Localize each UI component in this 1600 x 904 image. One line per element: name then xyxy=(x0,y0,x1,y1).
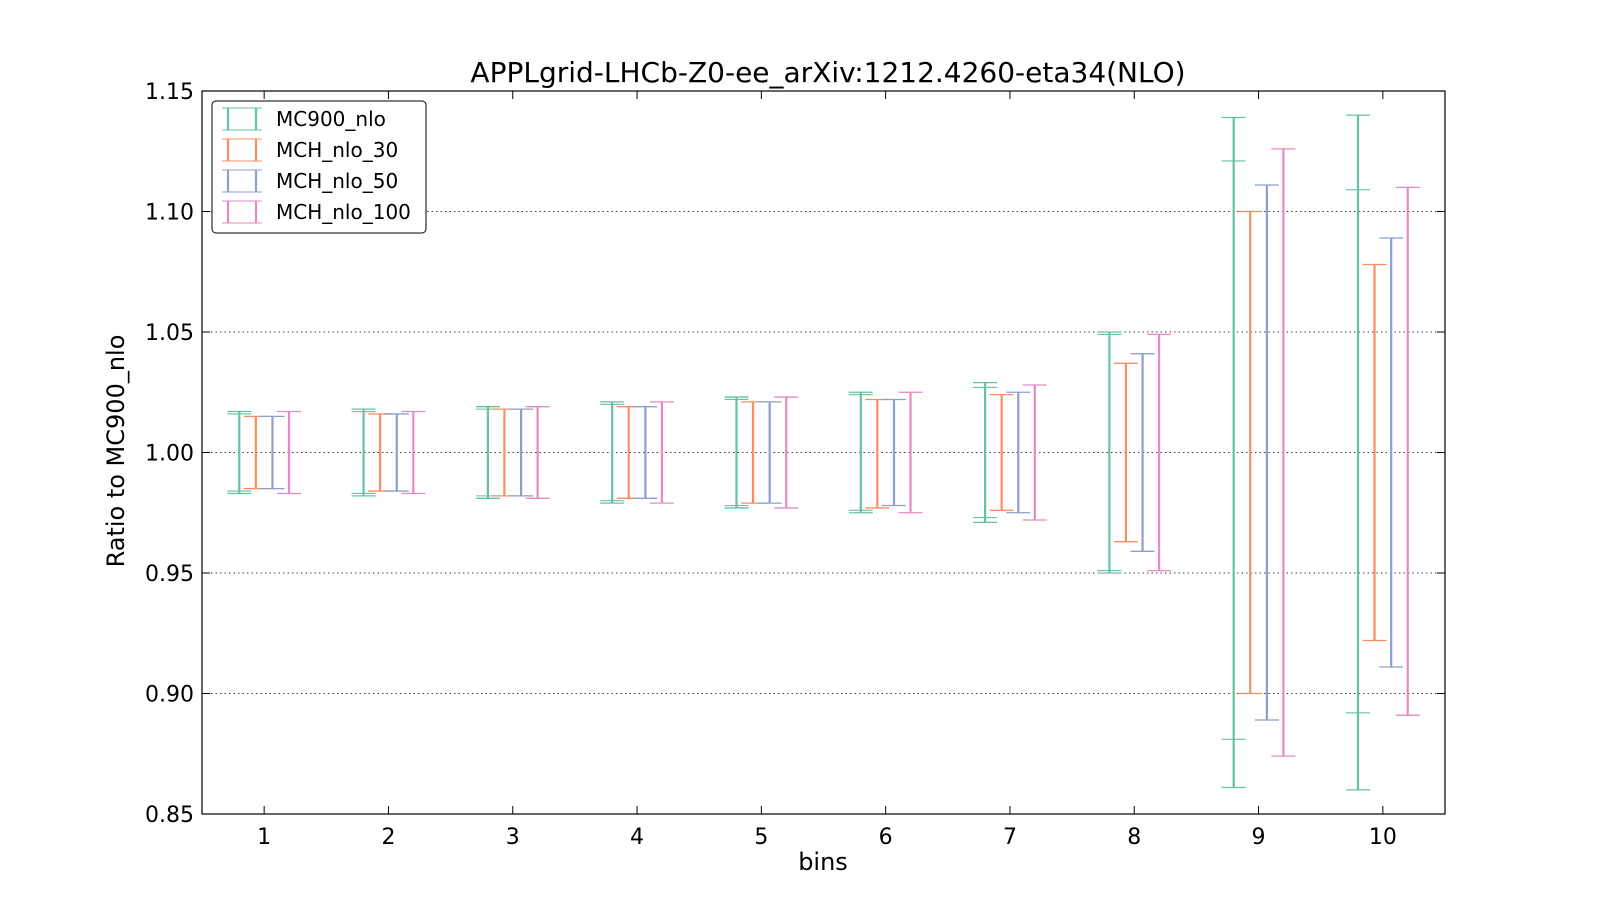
error-bar xyxy=(724,396,749,509)
x-tick-label: 10 xyxy=(1369,825,1397,850)
error-bar xyxy=(509,408,534,497)
error-bar xyxy=(368,413,393,492)
error-bar xyxy=(525,406,550,499)
error-bar xyxy=(1345,114,1370,791)
error-bar xyxy=(1147,333,1172,572)
error-bar xyxy=(1254,184,1279,721)
error-bar xyxy=(848,391,873,514)
x-tick-label: 5 xyxy=(754,825,768,850)
error-bar xyxy=(384,413,409,492)
error-bar xyxy=(1022,384,1047,521)
error-bar xyxy=(1130,353,1155,552)
legend-entry: MCH_nlo_50 xyxy=(222,169,398,193)
error-bar xyxy=(401,410,426,495)
error-bar xyxy=(774,396,799,509)
legend: MC900_nlo MCH_nlo_30 MCH_nlo_50 MCH_nlo_100 xyxy=(211,100,427,234)
y-tick-label: 0.90 xyxy=(145,683,194,708)
error-bar xyxy=(757,401,782,504)
legend-entry: MC900_nlo xyxy=(222,107,386,131)
error-bar xyxy=(616,406,641,499)
x-tick-label: 6 xyxy=(879,825,893,850)
error-bar xyxy=(1113,362,1138,543)
legend-label: MCH_nlo_100 xyxy=(276,200,411,224)
x-tick-label: 7 xyxy=(1003,825,1017,850)
legend-entry: MCH_nlo_30 xyxy=(222,138,398,162)
error-bar xyxy=(1395,186,1420,716)
y-tick-label: 1.15 xyxy=(145,80,194,105)
error-bar xyxy=(1271,148,1296,757)
chart-title: APPLgrid-LHCb-Z0-ee_arXiv:1212.4260-eta3… xyxy=(470,56,1185,89)
y-axis-label: Ratio to MC900_nlo xyxy=(102,335,130,568)
x-tick-label: 2 xyxy=(381,825,395,850)
error-bar xyxy=(1006,391,1031,514)
y-tick-label: 1.05 xyxy=(145,321,194,346)
error-bar xyxy=(1362,263,1387,642)
x-tick-label: 4 xyxy=(630,825,644,850)
error-bar xyxy=(973,381,998,524)
error-bar xyxy=(649,401,674,504)
grid-lines xyxy=(202,211,1445,694)
error-bar xyxy=(475,406,500,499)
error-bar xyxy=(1097,331,1122,574)
error-bars xyxy=(227,114,1420,791)
error-bar xyxy=(898,391,923,514)
error-bar xyxy=(865,398,890,509)
x-tick-label: 1 xyxy=(257,825,271,850)
y-tick-label: 0.85 xyxy=(145,803,194,828)
legend-box xyxy=(211,100,427,234)
x-tick-label: 8 xyxy=(1127,825,1141,850)
x-tick-label: 9 xyxy=(1252,825,1266,850)
error-bar xyxy=(227,410,252,495)
x-tick-label: 3 xyxy=(506,825,520,850)
error-bar xyxy=(260,415,285,490)
legend-label: MCH_nlo_30 xyxy=(276,138,398,162)
y-tick-label: 0.95 xyxy=(145,562,194,587)
error-bar xyxy=(1379,237,1404,668)
legend-label: MCH_nlo_50 xyxy=(276,169,398,193)
axis-ticks: 0.85 0.90 0.95 1.00 1.05 1.10 1.15 1 2 3 4 5 6 7 8 9 10 xyxy=(145,80,1445,850)
y-tick-label: 1.00 xyxy=(145,442,194,467)
legend-label: MC900_nlo xyxy=(276,107,386,131)
legend-entry: MCH_nlo_100 xyxy=(222,200,411,224)
error-bar xyxy=(351,408,376,497)
error-bar xyxy=(1221,116,1246,789)
error-bar xyxy=(989,394,1014,511)
error-bar xyxy=(633,406,658,499)
error-bar xyxy=(600,401,625,504)
y-tick-label: 1.10 xyxy=(145,201,194,226)
error-bar xyxy=(881,398,906,507)
error-bar xyxy=(1238,210,1263,695)
error-bar xyxy=(277,410,302,495)
x-axis-label: bins xyxy=(798,848,848,876)
